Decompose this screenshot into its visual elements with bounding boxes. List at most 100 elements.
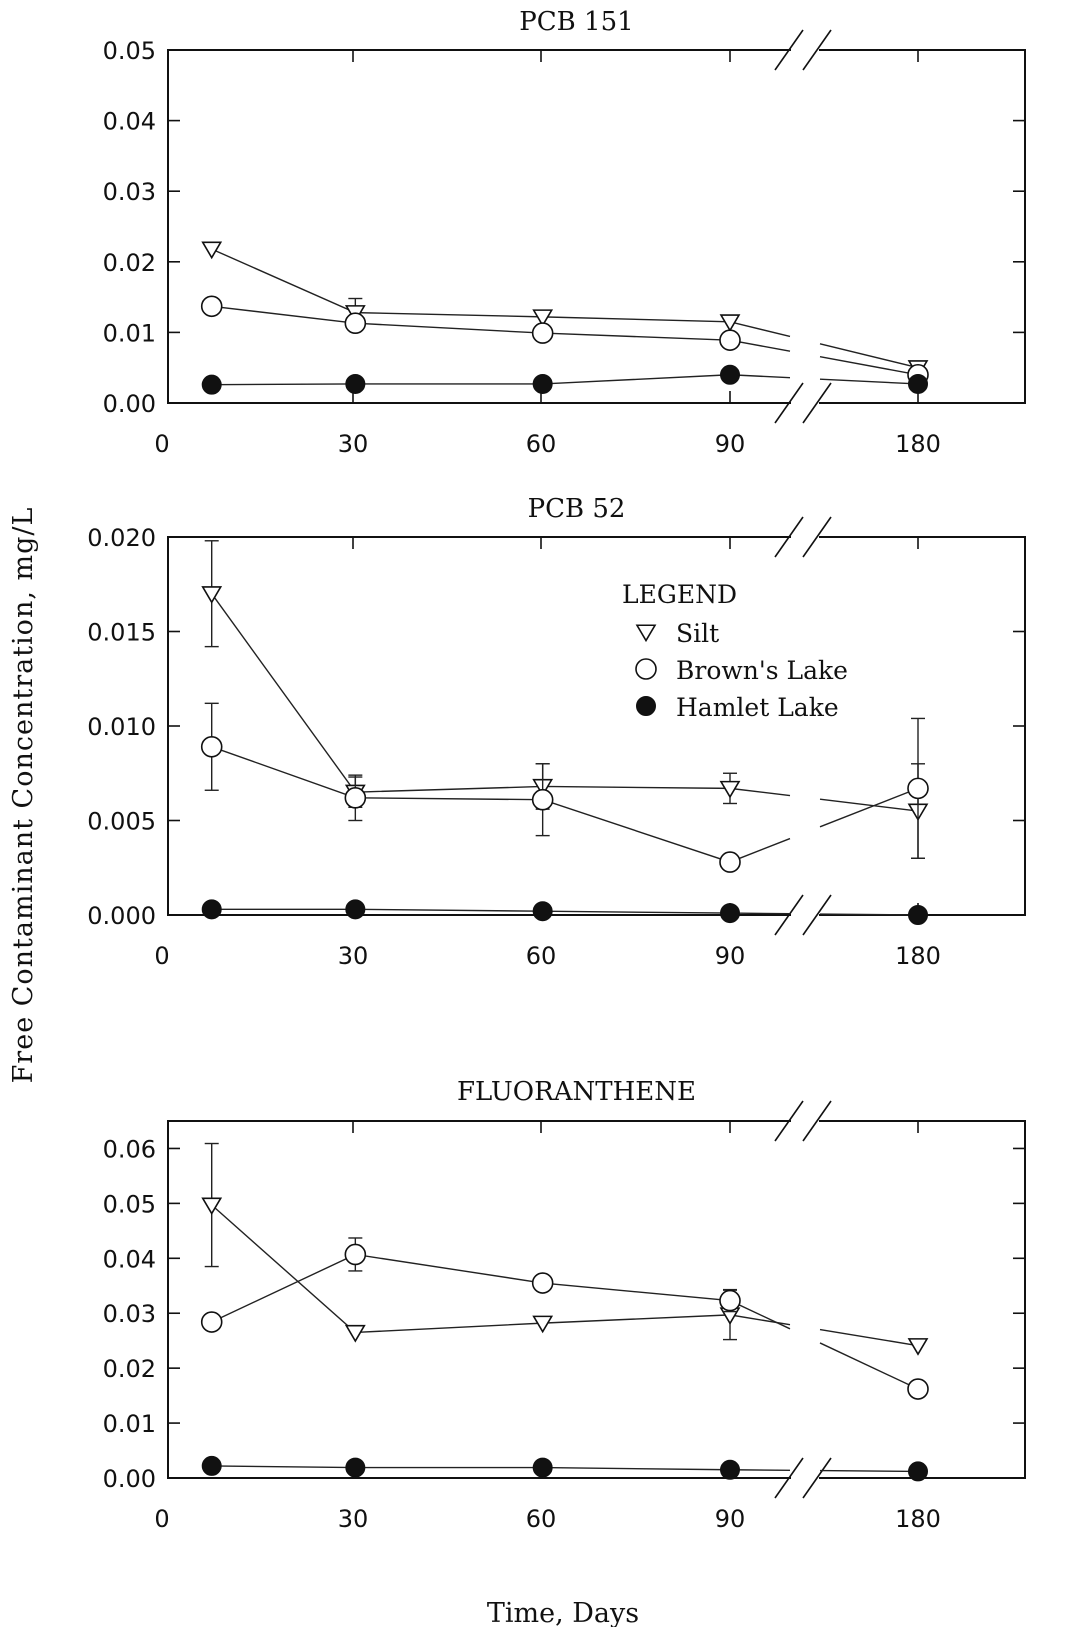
x-tick-label: 0 <box>154 1505 169 1533</box>
axis-break-mark <box>802 1100 832 1142</box>
data-point <box>532 373 553 394</box>
y-tick-label: 0.00 <box>103 1465 156 1493</box>
legend-title: LEGEND <box>622 580 737 609</box>
y-tick-label: 0.005 <box>87 808 156 836</box>
x-tick-label: 0 <box>154 942 169 970</box>
y-tick-label: 0.06 <box>103 1135 156 1163</box>
series-line-after-break <box>819 1328 919 1347</box>
y-axis-title: Free Contaminant Concentration, mg/L <box>8 507 39 1084</box>
series-hamlet-lake <box>201 1455 928 1482</box>
series-brown-s-lake <box>200 1237 929 1400</box>
x-tick-label: 180 <box>895 1505 941 1533</box>
y-tick-label: 0.05 <box>103 37 156 65</box>
data-point <box>719 780 741 799</box>
axis-break-mark <box>774 29 804 71</box>
data-point <box>719 329 741 351</box>
chart-pcb-151: PCB 151 0.00 0.01 0.02 0.03 0.04 0.05 0 30 60 90 18… <box>103 7 1026 458</box>
series-line-after-break <box>819 1469 919 1473</box>
x-tick-label: 90 <box>715 1505 746 1533</box>
data-point <box>907 777 929 800</box>
plot-frame <box>167 49 1026 404</box>
data-point <box>532 1315 554 1334</box>
data-point <box>720 1459 740 1480</box>
legend-label: Brown's Lake <box>676 656 848 685</box>
x-tick-label: 60 <box>526 430 557 458</box>
legend-marker-hamlet-lake <box>636 696 656 716</box>
data-point <box>531 1272 554 1294</box>
series-line <box>211 374 791 386</box>
data-point <box>719 1289 741 1312</box>
series-hamlet-lake <box>201 899 928 925</box>
x-tick-label: 30 <box>338 430 369 458</box>
data-point <box>344 787 367 809</box>
y-tick-label: 0.000 <box>87 902 156 930</box>
data-point <box>344 1324 366 1343</box>
plot-frame <box>167 1120 1026 1479</box>
axis-break-mark <box>774 894 804 936</box>
axis-break-mark <box>802 516 832 558</box>
y-tick-label: 0.02 <box>103 1355 156 1383</box>
series-silt <box>201 241 929 378</box>
x-tick-label: 30 <box>338 942 369 970</box>
legend-label: Hamlet Lake <box>676 693 839 722</box>
data-point <box>200 1311 223 1333</box>
y-tick-label: 0.020 <box>87 524 156 552</box>
axis-break-mark <box>802 894 832 936</box>
series-line <box>211 248 791 338</box>
data-point <box>532 309 554 327</box>
axis-break-mark <box>774 382 804 424</box>
data-point <box>532 1457 553 1478</box>
series-line-after-break <box>819 798 919 812</box>
plot-frame <box>167 536 1026 916</box>
series-brown-s-lake <box>200 702 929 873</box>
y-tick-label: 0.01 <box>103 1410 156 1438</box>
series-brown-s-lake <box>200 295 929 386</box>
data-point <box>531 788 554 811</box>
data-point <box>907 1338 929 1356</box>
series-line-after-break <box>819 378 919 385</box>
data-point <box>908 373 928 394</box>
data-point <box>201 1197 223 1216</box>
x-axis-title: Time, Days <box>487 1598 639 1627</box>
x-tick-label: 90 <box>715 430 746 458</box>
axis-break-mark <box>774 1457 804 1499</box>
chart-pcb-52: PCB 52 0.000 0.005 0.010 0.015 0.020 0 30 60 90 18… <box>87 494 1026 970</box>
x-tick-label: 30 <box>338 1505 369 1533</box>
axis-break-mark <box>802 1457 832 1499</box>
data-point <box>907 1378 929 1400</box>
data-point <box>344 1243 367 1266</box>
data-point <box>531 322 554 344</box>
data-point <box>345 1457 366 1478</box>
x-tick-label: 180 <box>895 942 941 970</box>
series-line-after-break <box>819 343 919 369</box>
legend-marker-brown-s-lake <box>635 658 657 680</box>
data-point <box>720 364 740 385</box>
x-tick-label: 60 <box>526 1505 557 1533</box>
axis-break-mark <box>774 516 804 558</box>
y-tick-label: 0.015 <box>87 619 156 647</box>
legend-label: Silt <box>676 619 719 648</box>
data-point <box>201 241 223 260</box>
series-silt <box>201 1142 929 1356</box>
axis-break-mark <box>802 382 832 424</box>
y-tick-label: 0.02 <box>103 249 156 277</box>
series-line-after-break <box>819 787 919 828</box>
data-point <box>200 735 223 758</box>
data-point <box>344 312 367 335</box>
chart-title: PCB 151 <box>519 7 633 37</box>
y-tick-label: 0.01 <box>103 319 156 347</box>
x-tick-label: 180 <box>895 430 941 458</box>
series-line <box>211 1204 791 1334</box>
series-line <box>211 305 791 352</box>
series-line <box>211 1253 791 1330</box>
legend-marker-silt <box>635 624 657 643</box>
y-tick-label: 0.04 <box>103 1245 156 1273</box>
chart-fluoranthene: FLUORANTHENE 0.00 0.01 0.02 0.03 0.04 0.05 0.06… <box>103 1077 1026 1533</box>
series-line-after-break <box>819 913 919 916</box>
data-point <box>201 1455 222 1476</box>
x-tick-label: 90 <box>715 942 746 970</box>
chart-title: PCB 52 <box>528 494 626 524</box>
data-point <box>200 295 223 318</box>
x-tick-label: 0 <box>154 430 169 458</box>
